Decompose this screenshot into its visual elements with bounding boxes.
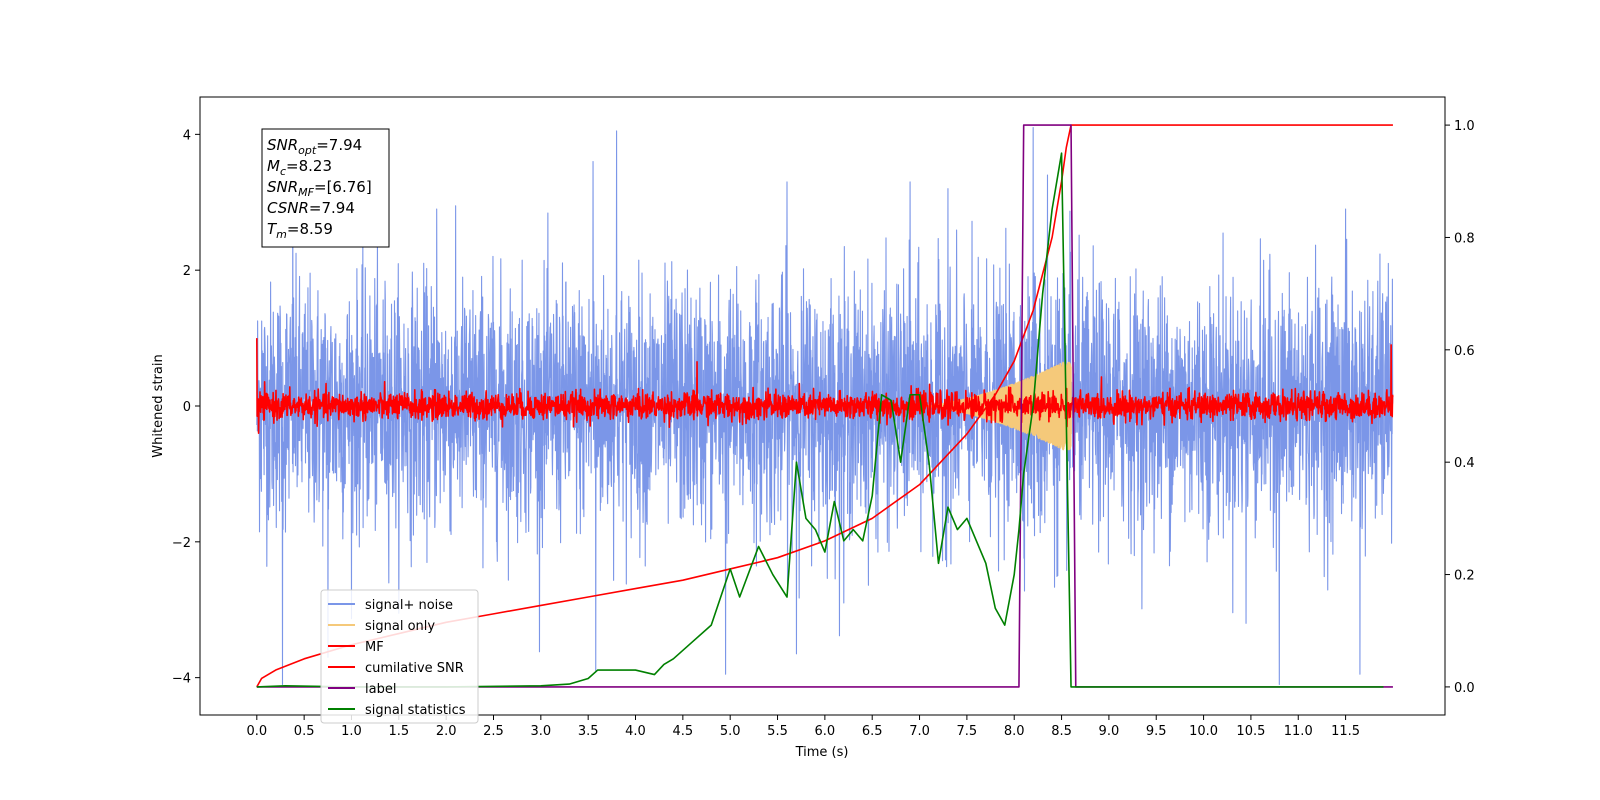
x-tick-label: 10.0 xyxy=(1189,724,1218,739)
legend-entry: cumilative SNR xyxy=(365,661,464,676)
y-axis-right: 0.0 0.2 0.4 0.6 0.8 1.0 xyxy=(1445,119,1475,696)
x-tick-label: 6.5 xyxy=(862,724,883,739)
legend-entry: MF xyxy=(365,640,384,655)
y-right-tick-label: 0.2 xyxy=(1454,569,1475,584)
annotation-line: SNRopt=7.94 xyxy=(267,136,362,157)
y-right-tick-label: 0.8 xyxy=(1454,231,1475,246)
legend-frame xyxy=(320,589,479,724)
annotation-value: =7.94 xyxy=(316,136,362,154)
x-tick-label: 6.0 xyxy=(815,724,836,739)
x-tick-label: 0.0 xyxy=(246,724,267,739)
series-mf xyxy=(256,338,1394,434)
x-tick-label: 1.5 xyxy=(388,724,409,739)
annotation-subscript: m xyxy=(276,228,287,241)
y-axis-label: Whitened strain xyxy=(151,354,166,457)
legend: signal+ noise signal only MF cumilative SNR… xyxy=(320,589,479,724)
annotation-line: Mc=8.23 xyxy=(267,157,332,178)
y-right-tick-label: 0.6 xyxy=(1454,344,1475,359)
x-tick-label: 11.5 xyxy=(1331,724,1360,739)
annotation-symbol: M xyxy=(267,157,280,175)
x-tick-label: 4.0 xyxy=(625,724,646,739)
y-left-tick-label: 2 xyxy=(183,264,191,279)
y-left-tick-label: −2 xyxy=(172,536,191,551)
series-signal-statistics xyxy=(256,152,1384,688)
y-left-tick-label: 0 xyxy=(183,400,191,415)
annotation-subscript: opt xyxy=(298,144,317,157)
annotation-value: =8.23 xyxy=(286,157,332,175)
y-left-tick-label: 4 xyxy=(183,128,191,143)
x-tick-label: 0.5 xyxy=(294,724,315,739)
x-axis-label: Time (s) xyxy=(795,745,849,760)
legend-entry: signal statistics xyxy=(365,703,466,718)
x-tick-label: 7.5 xyxy=(957,724,978,739)
legend-entry: signal+ noise xyxy=(365,598,453,613)
annotation-symbol: SNR xyxy=(267,136,298,154)
annotation-line: Tm=8.59 xyxy=(267,220,333,241)
x-tick-label: 8.5 xyxy=(1051,724,1072,739)
annotation-frame xyxy=(261,128,390,248)
x-tick-label: 3.5 xyxy=(578,724,599,739)
annotation-symbol: T xyxy=(267,220,278,238)
annotation-box: SNRopt=7.94Mc=8.23SNRMF=[6.76]CSNR=7.94T… xyxy=(261,128,390,248)
x-tick-label: 2.5 xyxy=(483,724,504,739)
annotation-value: =[6.76] xyxy=(314,178,372,196)
y-left-tick-label: −4 xyxy=(172,672,191,687)
annotation-symbol: SNR xyxy=(267,178,298,196)
annotation-symbol: CSNR xyxy=(267,199,309,217)
annotation-subscript: c xyxy=(280,165,286,178)
x-axis: 0.0 0.5 1.0 1.5 2.0 2.5 3.0 3.5 4.0 4.5 5.0 5.5 6.0 6… xyxy=(246,715,1360,739)
x-tick-label: 7.0 xyxy=(909,724,930,739)
x-tick-label: 5.0 xyxy=(720,724,741,739)
x-tick-label: 2.0 xyxy=(436,724,457,739)
x-tick-label: 9.5 xyxy=(1146,724,1167,739)
x-tick-label: 11.0 xyxy=(1284,724,1313,739)
annotation-value: =7.94 xyxy=(309,199,355,217)
annotation-value: =8.59 xyxy=(287,220,333,238)
x-tick-label: 1.0 xyxy=(341,724,362,739)
y-axis-left: −4 −2 0 2 4 xyxy=(172,128,200,687)
x-tick-label: 4.5 xyxy=(673,724,694,739)
x-tick-label: 3.0 xyxy=(530,724,551,739)
annotation-subscript: MF xyxy=(298,186,314,199)
y-right-tick-label: 0.0 xyxy=(1454,681,1475,696)
y-right-tick-label: 1.0 xyxy=(1454,119,1475,134)
x-tick-label: 8.0 xyxy=(1004,724,1025,739)
y-right-tick-label: 0.4 xyxy=(1454,456,1475,471)
x-tick-label: 10.5 xyxy=(1236,724,1265,739)
legend-entry: signal only xyxy=(365,619,435,634)
legend-entry: label xyxy=(365,682,396,697)
annotation-line: SNRMF=[6.76] xyxy=(267,178,372,199)
x-tick-label: 9.0 xyxy=(1099,724,1120,739)
x-tick-label: 5.5 xyxy=(767,724,788,739)
annotation-line: CSNR=7.94 xyxy=(267,199,355,217)
